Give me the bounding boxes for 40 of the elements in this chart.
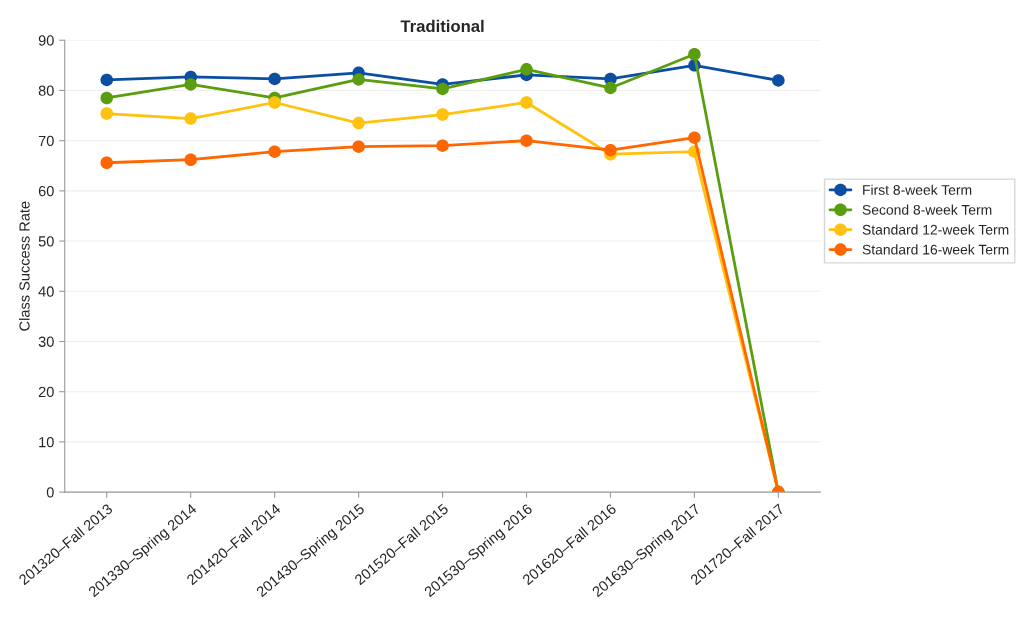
legend-label: Standard 16-week Term [862,244,1009,255]
y-tick-label: 90 [38,35,54,46]
legend-label: Second 8-week Term [862,204,992,215]
y-tick-label: 40 [38,286,54,297]
point [352,140,365,153]
point [772,74,785,87]
point [268,72,281,86]
point [100,73,113,87]
point [100,107,113,120]
legend-label: Standard 12-week Term [862,224,1009,235]
point [352,116,365,130]
point [688,48,701,61]
point [184,78,197,91]
point [100,156,113,169]
legend-label: First 8-week Term [863,184,972,195]
point [520,96,533,109]
point [436,82,449,96]
y-tick-label: 20 [38,386,54,398]
point [352,73,365,86]
y-tick-label: 70 [38,135,54,147]
point [268,96,281,109]
point [100,91,113,105]
point [604,81,617,95]
y-tick-label: 80 [38,85,54,96]
y-tick-label: 60 [38,185,54,197]
y-tick-label: 50 [38,236,54,247]
point [436,139,449,152]
point [436,108,449,121]
point [184,153,197,166]
y-tick-label: 0 [46,487,54,498]
point [604,143,617,157]
chart-title: Traditional [400,19,484,33]
point [268,145,281,158]
point [520,134,533,147]
point [184,112,197,125]
point [688,131,701,144]
y-tick-label: 30 [38,336,54,347]
y-tick-label: 10 [39,437,54,448]
y-axis-title: Class Success Rate [18,201,30,331]
point [520,63,533,76]
